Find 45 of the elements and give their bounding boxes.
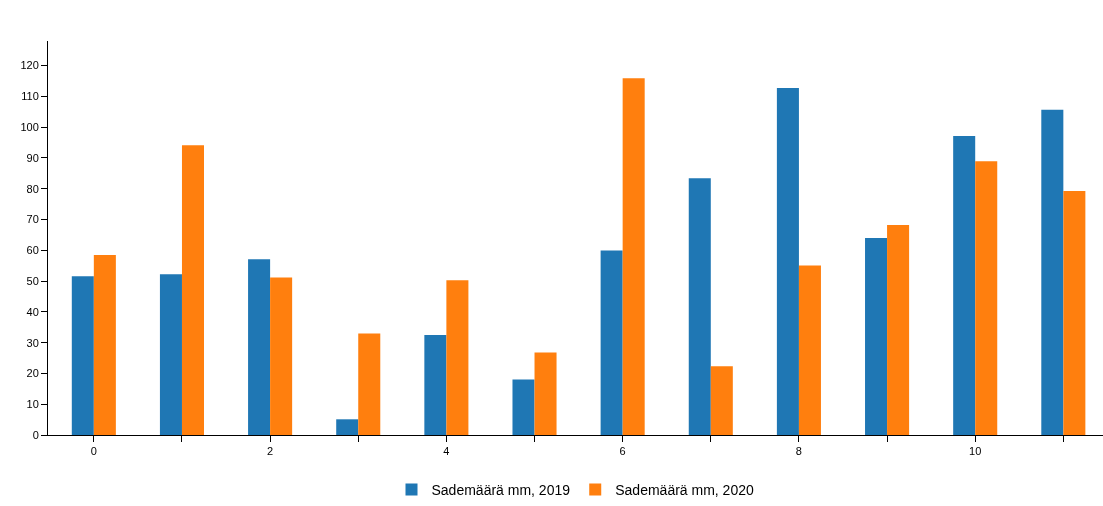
bar: [622, 78, 645, 435]
y-tick-label: 60: [26, 244, 39, 257]
x-tick-label: 6: [619, 445, 626, 458]
y-tick-label: 50: [26, 274, 39, 287]
bar: [865, 238, 888, 435]
legend-label: Sademäärä mm, 2020: [615, 482, 754, 499]
y-tick-label: 120: [20, 59, 39, 72]
bar: [93, 254, 116, 435]
x-tick-label: 8: [795, 445, 802, 458]
y-tick-label: 40: [26, 305, 39, 318]
bar: [600, 250, 623, 435]
bar: [181, 145, 204, 435]
legend-label: Sademäärä mm, 2019: [431, 482, 571, 499]
bar: [270, 277, 293, 435]
y-tick-label: 20: [26, 367, 39, 380]
x-tick-label: 2: [267, 445, 274, 458]
y-tick-label: 80: [26, 182, 39, 195]
bar: [1041, 109, 1064, 435]
y-tick-label: 0: [32, 428, 39, 441]
bar: [424, 334, 447, 435]
bar: [776, 88, 799, 435]
y-tick-label: 100: [20, 121, 39, 134]
bar: [248, 259, 271, 435]
bar: [512, 379, 535, 435]
bar: [798, 265, 821, 435]
bar: [887, 225, 910, 435]
bar: [159, 274, 182, 435]
bar: [1063, 190, 1086, 435]
bar: [688, 178, 711, 435]
bar: [446, 280, 469, 435]
bar: [336, 419, 359, 435]
bar: [534, 352, 557, 435]
y-tick-label: 90: [26, 151, 39, 164]
x-tick-label: 4: [443, 445, 450, 458]
y-tick-label: 110: [21, 90, 39, 103]
y-tick-label: 10: [26, 398, 39, 411]
y-tick-label: 30: [26, 336, 39, 349]
bar: [975, 161, 998, 435]
bar: [710, 366, 733, 435]
x-tick-label: 10: [969, 445, 982, 458]
x-tick-label: 0: [90, 445, 97, 458]
bar: [71, 276, 94, 435]
bar: [358, 333, 381, 435]
y-tick-label: 70: [26, 213, 39, 226]
bar: [953, 136, 976, 435]
